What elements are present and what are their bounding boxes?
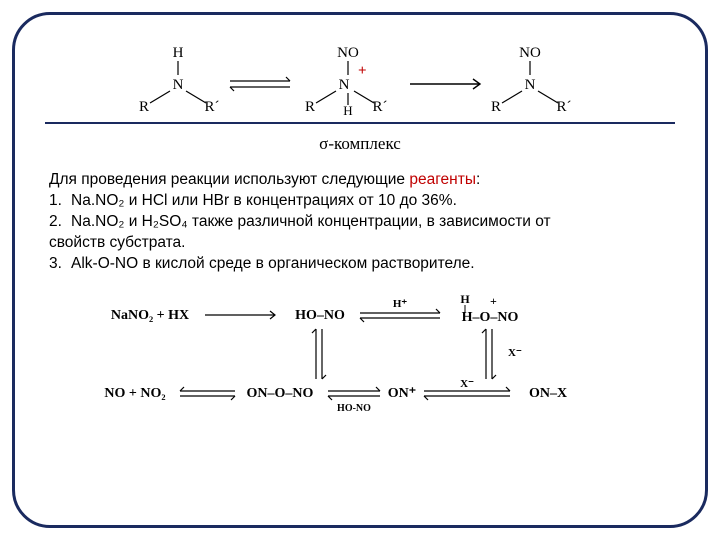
r2-right: ON–X (529, 386, 567, 401)
sp2-charge: + (358, 63, 367, 79)
divider-line (45, 122, 675, 124)
x-minus-2: X⁻ (460, 378, 474, 390)
body-text: Для проведения реакции используют следую… (49, 170, 671, 275)
sp2-left: R (305, 99, 315, 115)
sp2-top: NO (337, 45, 359, 61)
bottom-mechanism-scheme: NaNO₂ + HX HO–NO H⁺ H + (45, 291, 675, 436)
sp3-left: R (491, 99, 501, 115)
eq-r2-3: X⁻ (424, 378, 510, 400)
species-1: H N R R´ (139, 45, 220, 115)
sp2-center: N (339, 77, 350, 93)
ho-no-small: HO-NO (337, 403, 371, 414)
vert-eq-right: X⁻ (482, 329, 522, 379)
top-reaction-scheme: H N R R´ NO (45, 43, 675, 120)
bottom-scheme-svg: NaNO₂ + HX HO–NO H⁺ H + (80, 291, 640, 431)
sigma-complex-label: σ-комплекс (45, 134, 675, 154)
vert-eq-left (312, 329, 326, 379)
r2-mid: ON–O–NO (247, 386, 314, 401)
top-scheme-svg: H N R R´ NO (110, 43, 610, 115)
eq-r1-2: H⁺ (360, 298, 440, 322)
svg-text:H: H (460, 292, 470, 306)
r2-center: ON⁺ (388, 386, 416, 401)
sp1-right: R´ (205, 99, 220, 115)
intro-tail: : (476, 171, 480, 188)
svg-text:H–O–NO: H–O–NO (462, 310, 519, 325)
sp3-top: NO (519, 45, 541, 61)
intro-line: Для проведения реакции используют следую… (49, 170, 671, 191)
species-3: NO N R R´ (491, 45, 572, 115)
slide-frame: H N R R´ NO (12, 12, 708, 528)
eq-r2-1 (180, 387, 235, 400)
svg-text:+: + (490, 294, 497, 308)
sp2-extra: H (343, 103, 352, 115)
sp3-right: R´ (557, 99, 572, 115)
intro-highlight: реагенты (409, 171, 476, 188)
item-2-cont: свойств субстрата. (49, 233, 671, 254)
item-2: 2.Na.NO₂ и H₂SO₄ также различной концент… (49, 212, 671, 233)
sp2-right: R´ (373, 99, 388, 115)
species-HONO-plus: H + H–O–NO (460, 292, 518, 325)
sp3-center: N (525, 77, 536, 93)
r1-mid: HO–NO (295, 308, 345, 323)
equil-arrow-1 (230, 77, 290, 91)
item-1: 1.Na.NO₂ и HCl или HBr в концентрациях о… (49, 191, 671, 212)
x-minus-1: X⁻ (508, 347, 522, 359)
species-2: NO N + R R´ H (305, 45, 388, 115)
intro-text: Для проведения реакции используют следую… (49, 171, 409, 188)
arrow-r1-1 (205, 311, 275, 319)
r1-left: NaNO₂ + HX (111, 308, 189, 323)
forward-arrow (410, 79, 480, 89)
reagent-list: 1.Na.NO₂ и HCl или HBr в концентрациях о… (49, 191, 671, 275)
r2-left: NO + NO₂ (104, 386, 165, 401)
sp1-left: R (139, 99, 149, 115)
h-plus-label: H⁺ (393, 298, 408, 310)
item-3: 3.Alk-O-NO в кислой среде в органическом… (49, 254, 671, 275)
sp1-center: N (173, 77, 184, 93)
sp1-top: H (173, 45, 184, 61)
eq-r2-2: HO-NO (328, 387, 380, 414)
